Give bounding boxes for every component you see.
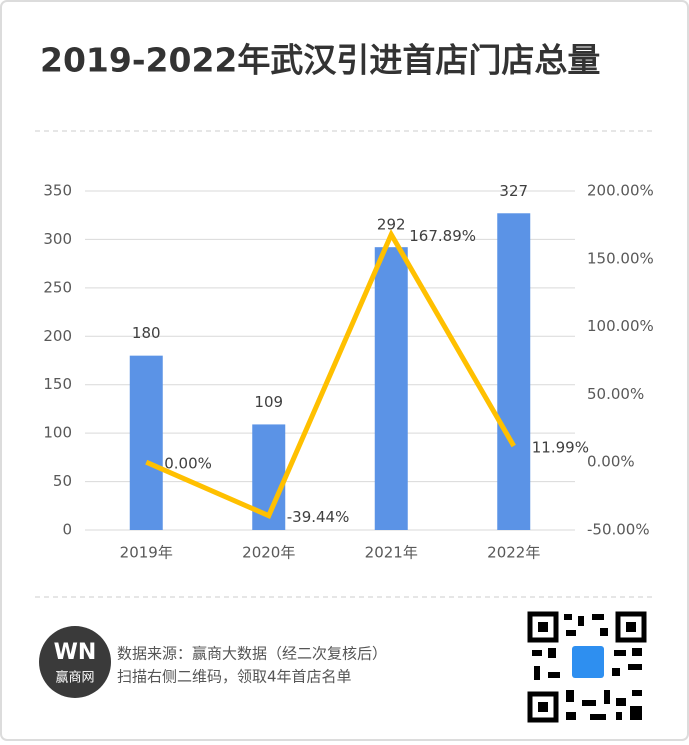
qr-finder — [626, 622, 636, 632]
qr-finder — [615, 611, 647, 643]
y-tick-label: 200 — [43, 327, 72, 345]
logo-text: 赢商网 — [55, 670, 94, 686]
y-tick-label: 300 — [43, 230, 72, 248]
qr-logo — [572, 646, 604, 678]
y-tick-label: 150 — [43, 375, 72, 393]
qr-finder — [527, 611, 559, 643]
y2-tick-label: 50.00% — [587, 385, 644, 403]
bar-value-label: 180 — [132, 324, 161, 342]
line-value-label: -39.44% — [287, 508, 350, 526]
bar — [129, 355, 163, 530]
bar — [374, 247, 408, 531]
line-value-label: 167.89% — [409, 227, 476, 245]
y2-tick-label: 100.00% — [587, 317, 654, 335]
logo-mark: WN — [54, 640, 97, 665]
line-value-label: 11.99% — [532, 438, 589, 456]
y-tick-label: 0 — [62, 521, 72, 539]
bar-value-label: 327 — [499, 182, 528, 200]
qr-finder — [527, 691, 559, 723]
bar-value-label: 109 — [254, 393, 283, 411]
line — [145, 229, 516, 519]
qr-modules — [532, 614, 642, 720]
logo — [39, 626, 111, 698]
y-tick-label: 250 — [43, 278, 72, 296]
bar — [497, 213, 531, 530]
y-tick-label: 50 — [53, 472, 72, 490]
y2-tick-label: 200.00% — [587, 182, 654, 200]
x-tick-label: 2021年 — [365, 544, 418, 562]
x-tick-label: 2022年 — [487, 544, 540, 562]
source-note: 数据来源：赢商大数据（经二次复核后） — [117, 645, 387, 663]
y-tick-label: 100 — [43, 424, 72, 442]
y-tick-label: 350 — [43, 182, 72, 200]
y2-tick-label: 0.00% — [587, 453, 635, 471]
x-tick-label: 2019年 — [120, 544, 173, 562]
qr-finder — [538, 702, 548, 712]
cta-note: 扫描右侧二维码，领取4年首店名单 — [117, 668, 352, 686]
line-value-label: 0.00% — [164, 455, 212, 473]
bar-value-label: 292 — [377, 216, 406, 234]
plot: 0 50 100 150 200 250 300 350 -50.00% 0.00% 50.00% 1… — [43, 182, 653, 562]
qr-code — [527, 611, 647, 724]
x-tick-label: 2020年 — [242, 544, 295, 562]
y2-tick-label: -50.00% — [587, 521, 650, 539]
qr-finder — [538, 622, 548, 632]
y2-tick-label: 150.00% — [587, 249, 654, 267]
chart-title: 2019-2022年武汉引进首店门店总量 — [40, 41, 600, 80]
